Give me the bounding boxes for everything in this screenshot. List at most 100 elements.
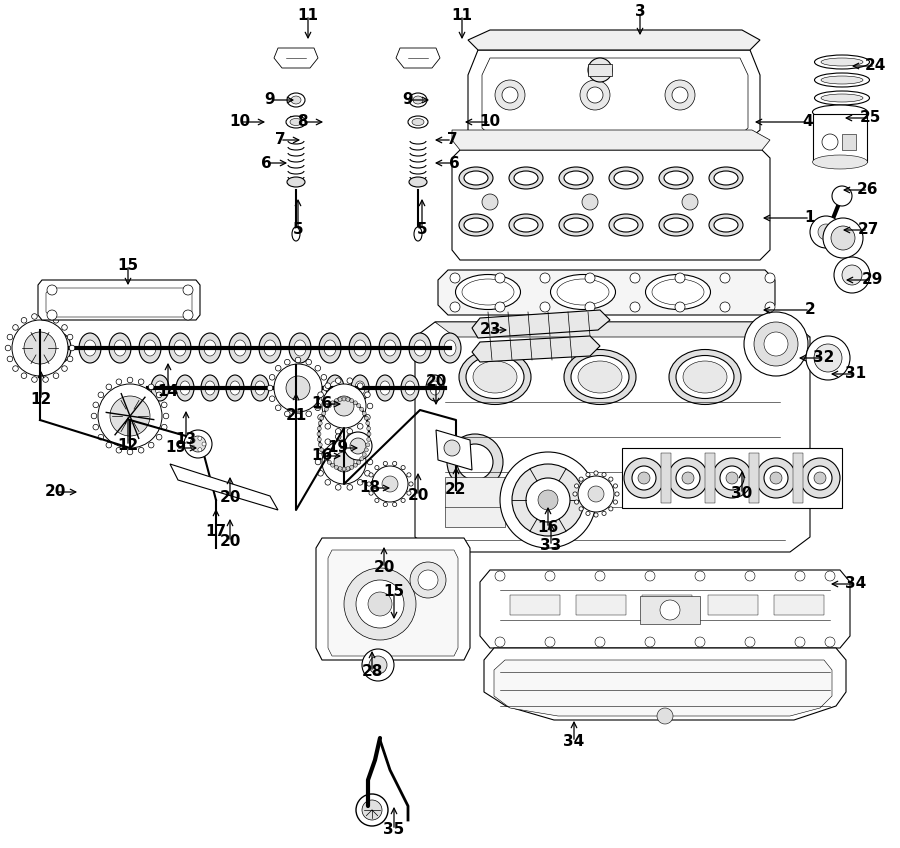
Circle shape [319,443,322,447]
Circle shape [450,273,460,283]
Circle shape [336,434,341,439]
Circle shape [582,194,598,210]
Text: 20: 20 [220,534,240,550]
Ellipse shape [230,381,240,395]
Text: 12: 12 [31,393,51,408]
Circle shape [382,476,398,492]
Circle shape [754,322,798,366]
Circle shape [764,332,788,356]
Circle shape [344,432,372,460]
Ellipse shape [287,93,305,107]
Circle shape [198,448,202,452]
Ellipse shape [405,381,415,395]
Ellipse shape [509,214,543,236]
Text: 10: 10 [230,114,250,130]
Circle shape [364,392,370,398]
Circle shape [764,466,788,490]
Ellipse shape [459,214,493,236]
Circle shape [613,500,617,505]
Ellipse shape [289,333,311,363]
Circle shape [346,398,350,401]
Circle shape [350,399,354,403]
Ellipse shape [813,155,868,169]
Text: 25: 25 [860,110,881,126]
Circle shape [350,438,366,454]
Circle shape [32,377,37,382]
Circle shape [834,257,870,293]
Ellipse shape [354,340,366,356]
Circle shape [286,376,310,400]
Ellipse shape [813,105,868,119]
Circle shape [615,492,619,496]
Circle shape [585,273,595,283]
Circle shape [325,479,330,485]
Text: 34: 34 [845,577,867,592]
Circle shape [364,416,368,420]
Circle shape [306,411,311,416]
Circle shape [330,401,335,404]
Ellipse shape [683,361,727,393]
Circle shape [342,467,346,471]
Circle shape [317,432,321,436]
Circle shape [682,472,694,484]
Text: 8: 8 [297,114,307,130]
Ellipse shape [571,355,629,399]
Text: 20: 20 [426,375,446,389]
Ellipse shape [409,177,427,187]
Polygon shape [38,280,200,320]
Circle shape [675,273,685,283]
Text: 2: 2 [805,303,815,317]
Circle shape [324,407,328,411]
Circle shape [765,273,775,283]
Text: 21: 21 [285,408,307,422]
Ellipse shape [326,375,344,401]
Ellipse shape [645,275,710,310]
Circle shape [357,439,363,444]
Circle shape [374,499,379,503]
Ellipse shape [84,340,96,356]
Circle shape [318,427,321,431]
Circle shape [157,392,162,398]
Polygon shape [468,50,760,140]
Circle shape [357,423,363,429]
Ellipse shape [426,375,444,401]
Ellipse shape [114,340,126,356]
Text: 6: 6 [448,155,459,170]
Circle shape [407,491,411,495]
Circle shape [365,443,370,447]
Circle shape [306,360,311,365]
Circle shape [321,396,327,401]
Circle shape [392,502,397,506]
Polygon shape [494,660,832,716]
Polygon shape [452,150,770,260]
Circle shape [810,216,842,248]
Circle shape [409,482,413,486]
Circle shape [325,383,330,388]
Ellipse shape [609,214,643,236]
Polygon shape [170,464,278,510]
Circle shape [842,265,862,285]
Text: 13: 13 [176,432,196,448]
Circle shape [5,345,11,351]
Circle shape [53,317,58,323]
Ellipse shape [821,94,863,102]
Circle shape [632,466,656,490]
Circle shape [93,402,99,408]
Ellipse shape [709,214,743,236]
Circle shape [814,344,842,372]
Ellipse shape [564,218,588,232]
Circle shape [712,458,752,498]
Circle shape [364,448,368,452]
Ellipse shape [276,375,294,401]
Ellipse shape [294,340,306,356]
Circle shape [62,325,68,330]
Circle shape [347,378,353,383]
Circle shape [191,438,195,443]
Bar [640,596,700,624]
Ellipse shape [614,218,638,232]
Ellipse shape [174,340,186,356]
Bar [445,477,505,527]
Ellipse shape [226,375,244,401]
Ellipse shape [559,167,593,189]
Ellipse shape [669,349,741,404]
